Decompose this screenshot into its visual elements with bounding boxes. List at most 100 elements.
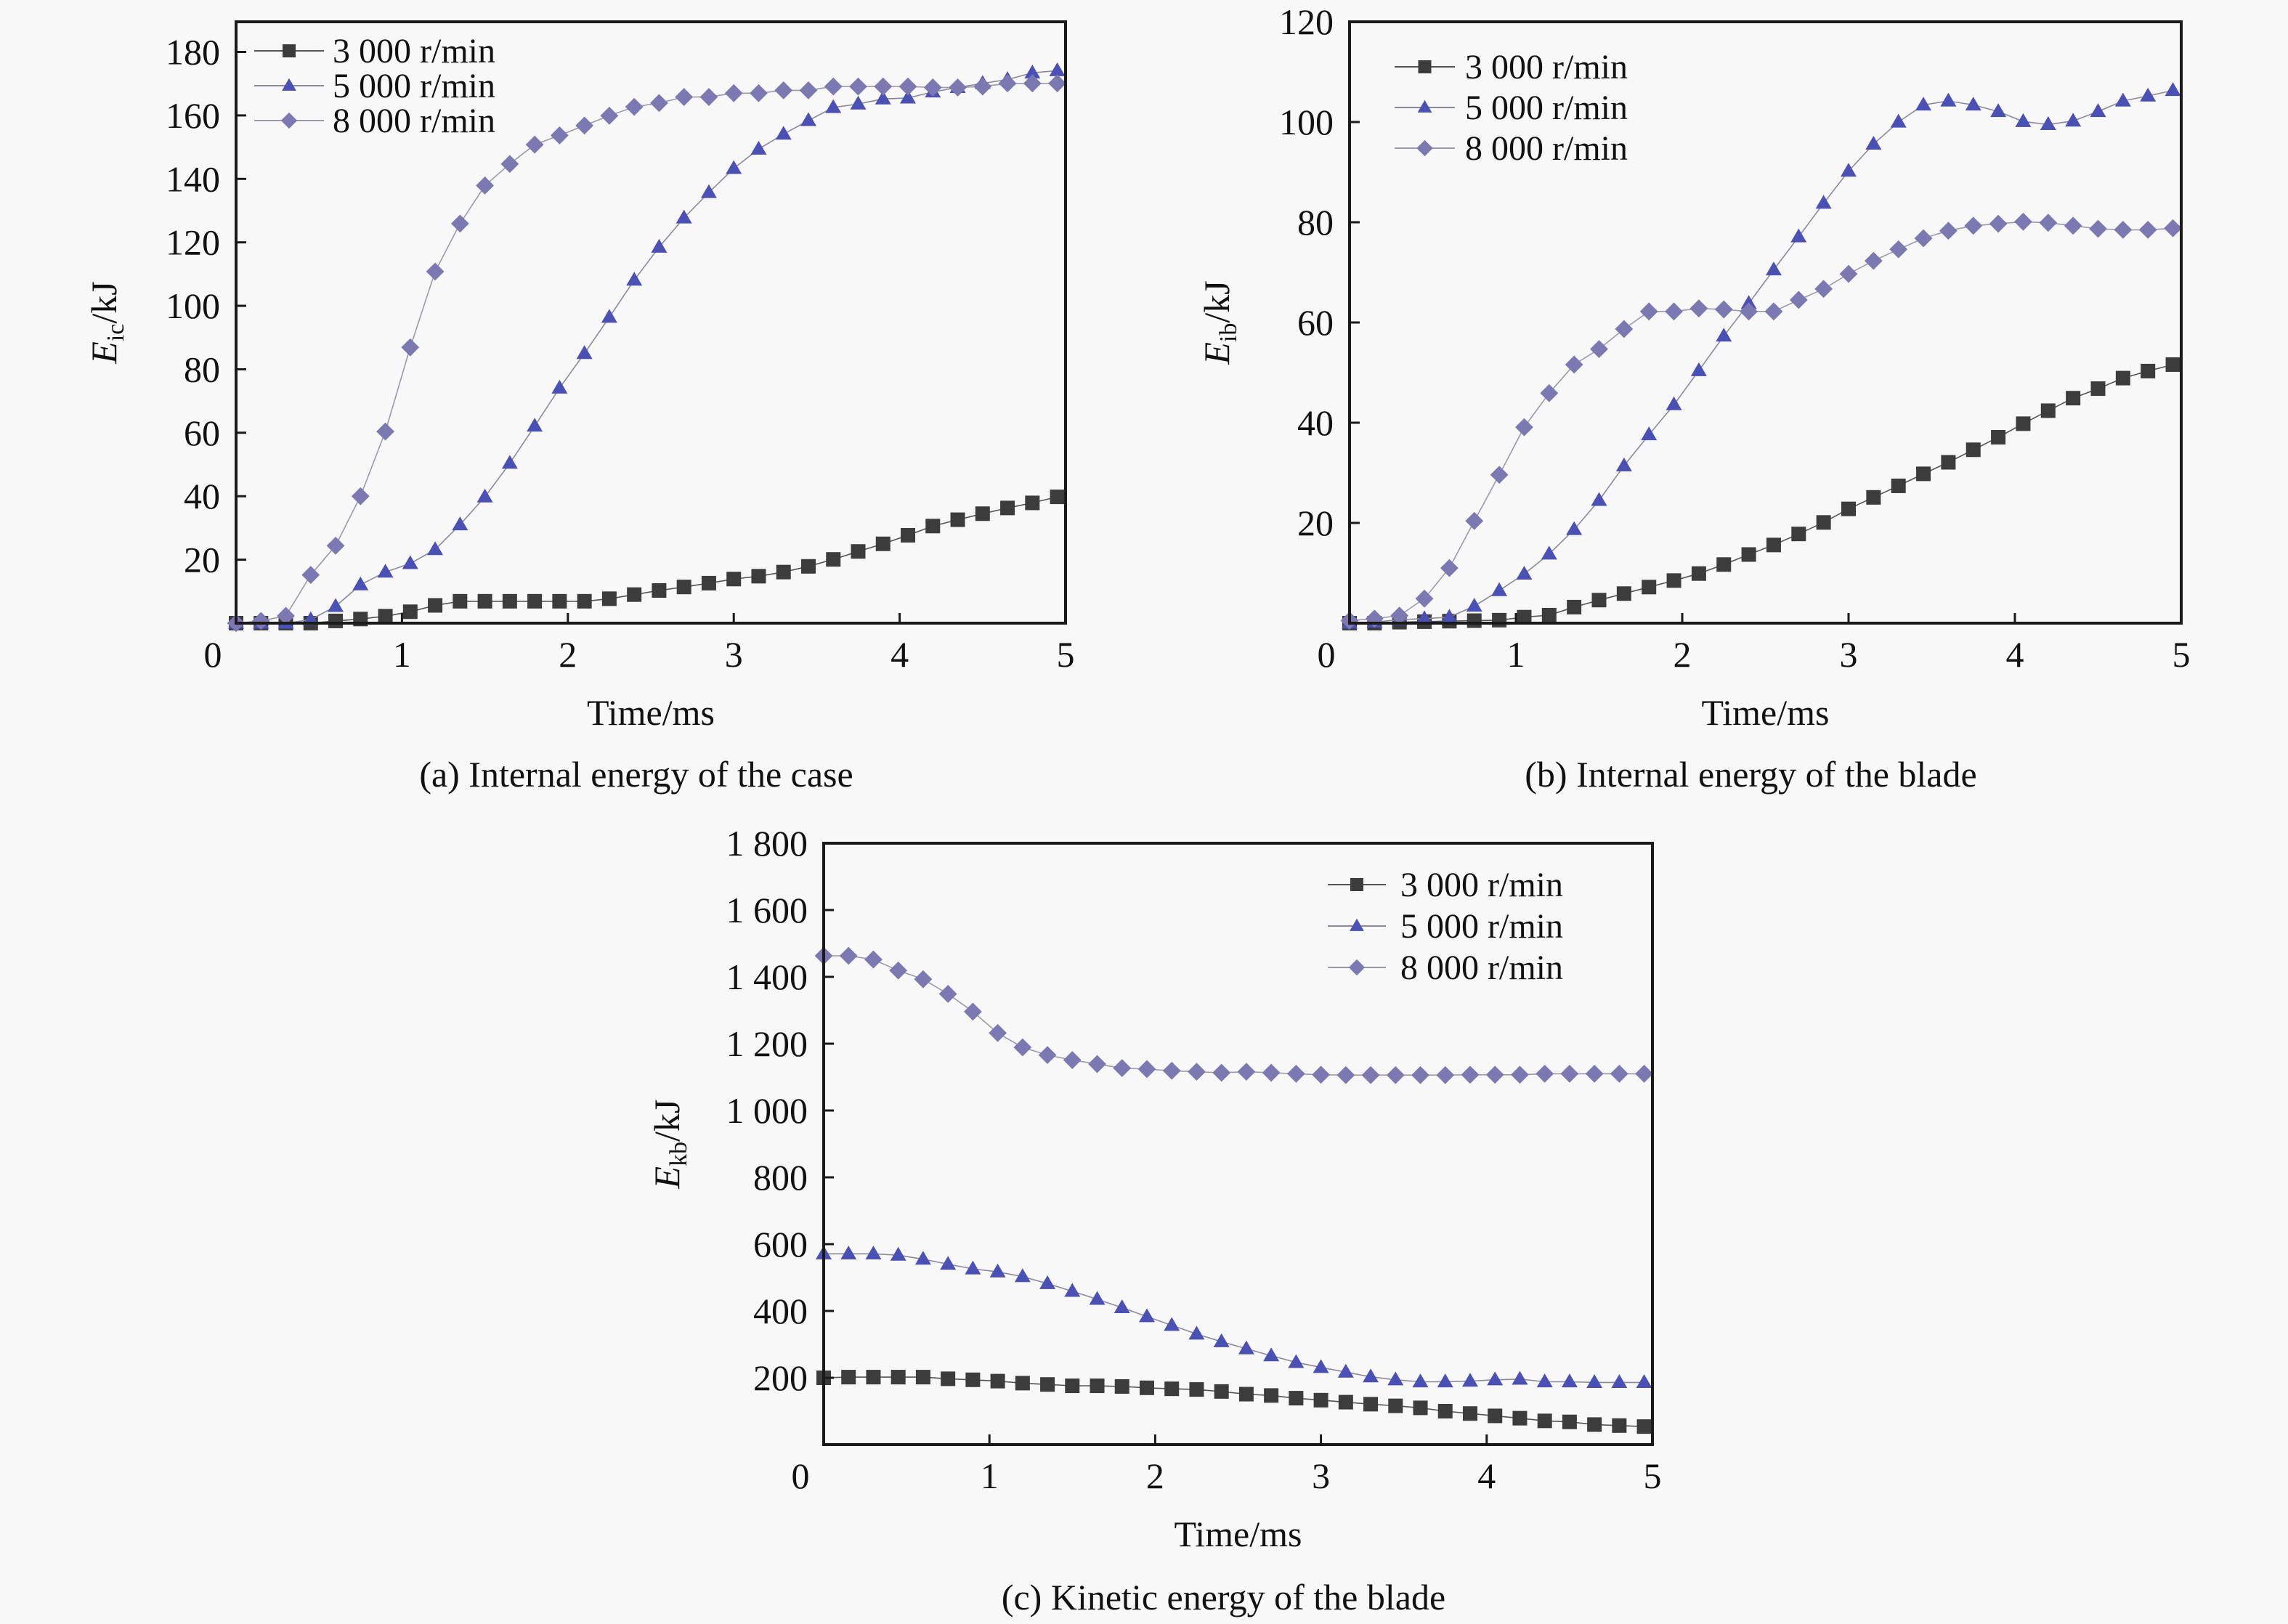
data-point-square	[1050, 490, 1065, 505]
data-point-triangle	[476, 488, 493, 503]
data-point-square	[1462, 1406, 1477, 1421]
legend-item: 3 000 r/min	[1328, 866, 1563, 904]
y-tick-label: 800	[753, 1157, 808, 1198]
data-point-square	[1642, 580, 1657, 595]
data-point-diamond	[1610, 1065, 1628, 1083]
data-point-square	[552, 593, 567, 609]
data-point-square	[1541, 607, 1557, 622]
y-tick-label: 40	[1297, 402, 1334, 443]
data-point-diamond	[1237, 1063, 1256, 1081]
data-point-diamond	[1764, 302, 1783, 321]
data-point-triangle	[2065, 113, 2082, 127]
data-point-diamond	[450, 214, 469, 233]
legend-item: 3 000 r/min	[1395, 48, 1628, 86]
data-point-diamond	[949, 78, 967, 97]
data-point-square	[402, 604, 418, 620]
data-point-triangle	[1541, 545, 1557, 560]
data-point-triangle	[1815, 195, 1832, 209]
data-point-square	[866, 1370, 881, 1385]
data-point-square	[1512, 1410, 1528, 1426]
data-point-diamond	[874, 77, 893, 96]
y-tick-label: 160	[166, 95, 220, 136]
data-point-triangle	[1039, 1275, 1056, 1289]
data-point-diamond	[675, 88, 694, 106]
data-point-diamond	[1038, 1046, 1057, 1065]
data-point-diamond	[724, 84, 743, 102]
data-point-diamond	[1615, 320, 1634, 338]
legend-diamond-icon	[280, 112, 298, 129]
x-tick-label: 1	[393, 634, 411, 675]
data-point-triangle	[1049, 62, 1066, 76]
series-diamond-2	[227, 74, 1066, 633]
data-point-square	[328, 613, 344, 628]
data-point-square	[875, 536, 891, 551]
data-point-triangle	[1536, 1373, 1553, 1388]
data-point-triangle	[1263, 1347, 1280, 1362]
data-point-diamond	[1560, 1065, 1579, 1083]
data-point-triangle	[551, 379, 568, 394]
data-point-triangle	[1561, 1373, 1578, 1388]
data-point-square	[726, 572, 742, 587]
data-point-square	[1388, 1398, 1403, 1413]
data-point-triangle	[427, 541, 444, 556]
panel-a-internal-energy-case: 0 1 2 3 4 5 20 40 60 80 100 120 140 160 180 3 000 r/mi…	[84, 20, 1075, 795]
series-line	[823, 1376, 1644, 1427]
data-point-square	[1567, 599, 1582, 614]
y-tick-label: 80	[1297, 202, 1334, 243]
y-title-unit: /kJ	[1196, 280, 1237, 322]
data-point-square	[1716, 557, 1732, 572]
data-point-square	[1612, 1418, 1627, 1433]
series-line	[1349, 89, 2173, 624]
series-square-0	[816, 1370, 1652, 1434]
legend-square-icon	[1418, 60, 1432, 73]
data-point-triangle	[1790, 228, 1807, 243]
data-point-triangle	[775, 126, 792, 140]
data-point-diamond	[923, 78, 942, 97]
data-point-square	[676, 580, 691, 595]
data-point-diamond	[2014, 212, 2032, 231]
data-point-square	[1363, 1397, 1379, 1412]
data-point-diamond	[1665, 302, 1683, 321]
data-point-triangle	[875, 90, 891, 105]
x-tick-label: 0	[792, 1455, 810, 1496]
data-point-triangle	[1487, 1371, 1504, 1386]
data-point-triangle	[1615, 457, 1632, 471]
series-line	[1349, 221, 2173, 622]
data-point-diamond	[600, 106, 619, 125]
data-point-triangle	[840, 1245, 857, 1259]
data-point-triangle	[1865, 135, 1882, 150]
data-point-square	[891, 1370, 906, 1385]
data-point-diamond	[839, 946, 858, 965]
data-point-square	[1214, 1384, 1229, 1399]
data-point-square	[453, 593, 468, 609]
data-point-square	[1591, 593, 1607, 608]
series-triangle-1	[1342, 82, 2181, 629]
data-point-triangle	[1089, 1291, 1106, 1305]
x-tick-label: 0	[1318, 634, 1336, 675]
data-point-diamond	[1013, 1038, 1032, 1057]
data-point-square	[1000, 500, 1015, 516]
data-point-square	[2040, 403, 2056, 418]
data-point-diamond	[1689, 299, 1708, 318]
data-point-diamond	[625, 97, 644, 116]
data-point-square	[1991, 430, 2006, 445]
data-point-triangle	[1890, 113, 1907, 128]
data-point-diamond	[2039, 214, 2058, 232]
data-point-square	[1841, 501, 1856, 516]
data-point-diamond	[989, 1023, 1007, 1042]
data-point-diamond	[2064, 216, 2082, 235]
data-point-diamond	[1839, 264, 1858, 283]
y-tick-label: 100	[166, 285, 220, 326]
data-point-diamond	[1540, 383, 1559, 402]
data-point-square	[1766, 537, 1781, 553]
data-point-diamond	[2164, 219, 2182, 237]
data-point-square	[1666, 573, 1681, 588]
data-point-square	[1238, 1387, 1254, 1402]
data-point-triangle	[865, 1245, 882, 1259]
series-square-0	[229, 490, 1065, 630]
data-point-diamond	[1365, 609, 1384, 628]
data-point-triangle	[1313, 1359, 1329, 1373]
data-point-square	[941, 1371, 956, 1387]
data-point-diamond	[824, 77, 843, 96]
